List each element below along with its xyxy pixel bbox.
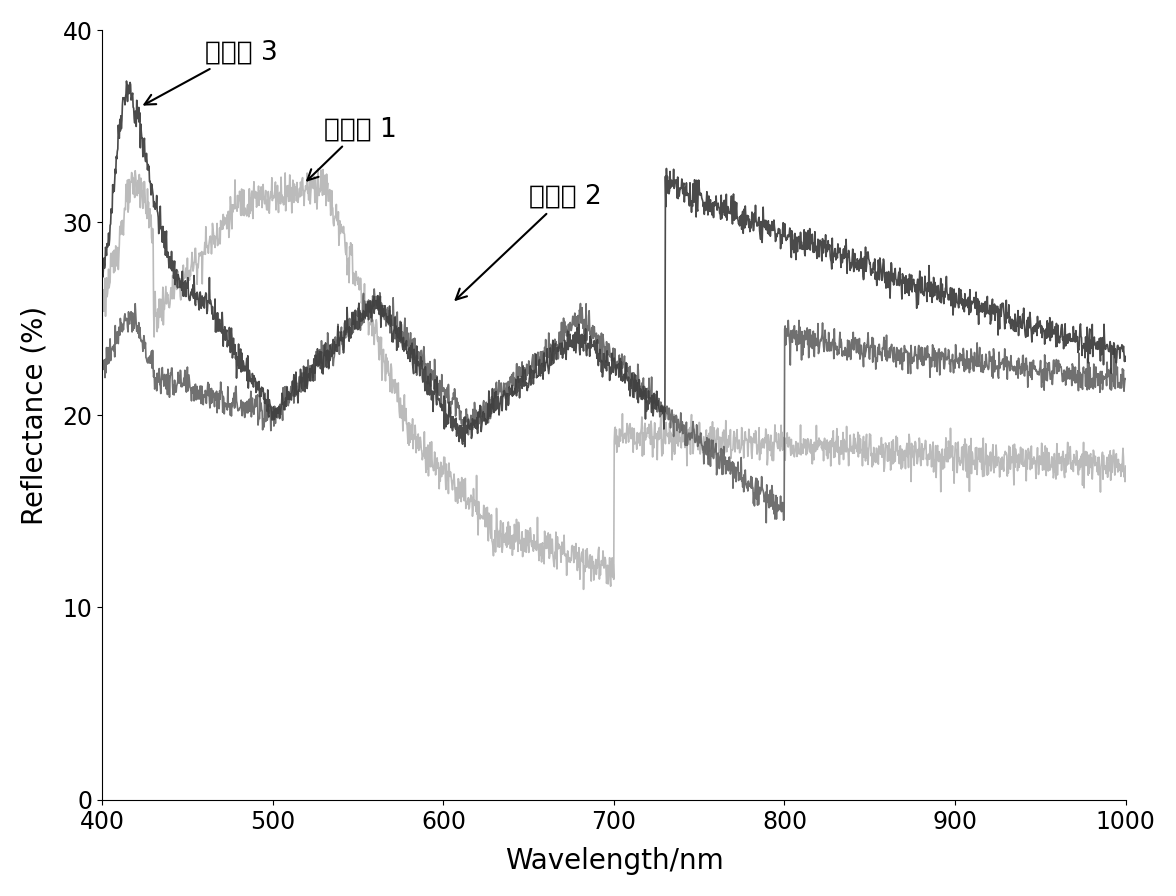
Text: 实施例 3: 实施例 3 xyxy=(145,39,278,105)
Y-axis label: Reflectance (%): Reflectance (%) xyxy=(21,306,49,524)
X-axis label: Wavelength/nm: Wavelength/nm xyxy=(505,848,723,875)
Text: 实施例 1: 实施例 1 xyxy=(307,116,396,181)
Text: 实施例 2: 实施例 2 xyxy=(455,184,601,300)
